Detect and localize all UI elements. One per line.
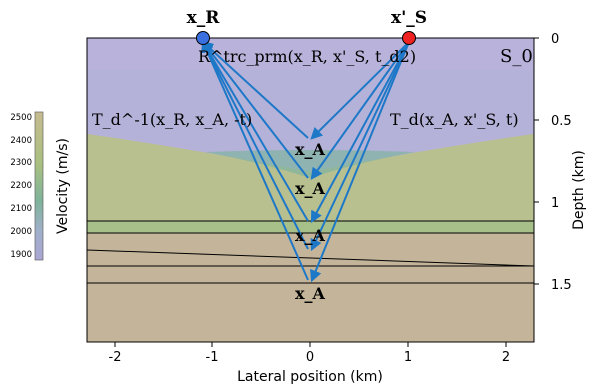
left-operator-label: T_d^-1(x_R, x_A, -t) <box>92 110 252 129</box>
colorbar-gradient <box>34 111 44 261</box>
thin-layer <box>87 221 534 233</box>
source-label: x'_S <box>391 8 427 28</box>
ray-down-right-4 <box>310 41 410 252</box>
depth-axis-label: Depth (km) <box>571 150 587 230</box>
ray-down-right-1 <box>310 41 410 140</box>
velocity-model <box>86 37 535 343</box>
ray-paths <box>201 39 410 283</box>
colorbar-tick-label: 2100 <box>10 204 32 214</box>
x-tick-label: -2 <box>109 350 122 365</box>
x-axis-label: Lateral position (km) <box>237 369 383 385</box>
interface-3 <box>86 249 535 267</box>
receiver-point <box>196 31 210 45</box>
source-point <box>402 31 416 45</box>
ray-down-left-2 <box>201 40 309 179</box>
colorbar-label: Velocity (m/s) <box>55 138 71 234</box>
focal-point-label-3: x_A <box>295 226 326 245</box>
ray-down-left-1 <box>201 40 309 139</box>
x-tick-label: -1 <box>206 350 219 365</box>
top-band <box>87 38 534 70</box>
top-operator-label: R^trc_prm(x_R, x'_S, t_d2) <box>198 47 416 66</box>
right-operator-label: T_d(x_A, x'_S, t) <box>390 110 519 129</box>
receiver-label: x_R <box>187 8 221 28</box>
focal-point-label-2: x_A <box>295 179 326 198</box>
x-tick-label: 2 <box>502 350 510 365</box>
top-layer <box>87 38 534 172</box>
ray-down-right-3 <box>310 41 410 224</box>
x-tick-label: 0 <box>306 350 314 365</box>
colorbar-tick-label: 2500 <box>10 113 32 123</box>
colorbar: 2500 2400 2300 2200 2100 2000 1900 Veloc… <box>10 111 71 261</box>
focal-point-label-4: x_A <box>295 284 326 303</box>
x-tick-label: 1 <box>404 350 412 365</box>
colorbar-tick-label: 2400 <box>10 136 32 146</box>
ray-down-right-2 <box>310 41 410 180</box>
depth-tick-label: 0.5 <box>551 114 572 129</box>
depth-tick-label: 1 <box>551 196 559 211</box>
ray-down-left-3 <box>201 39 309 222</box>
colorbar-tick-label: 2000 <box>10 227 32 237</box>
ray-down-left-4 <box>201 39 309 250</box>
colorbar-tick-label: 1900 <box>10 250 32 260</box>
colorbar-tick-label: 2200 <box>10 181 32 191</box>
depth-axis: 0 0.5 1 1.5 Depth (km) <box>534 32 587 293</box>
surface-label: S_0 <box>500 46 533 67</box>
colorbar-tick-label: 2300 <box>10 158 32 168</box>
focal-point-label-1: x_A <box>295 140 326 159</box>
depth-tick-label: 1.5 <box>551 278 572 293</box>
depth-tick-label: 0 <box>551 32 559 47</box>
x-axis: -2 -1 0 1 2 Lateral position (km) <box>109 342 510 385</box>
ray-down-left-5 <box>201 39 309 281</box>
ray-down-right-5 <box>310 41 410 283</box>
